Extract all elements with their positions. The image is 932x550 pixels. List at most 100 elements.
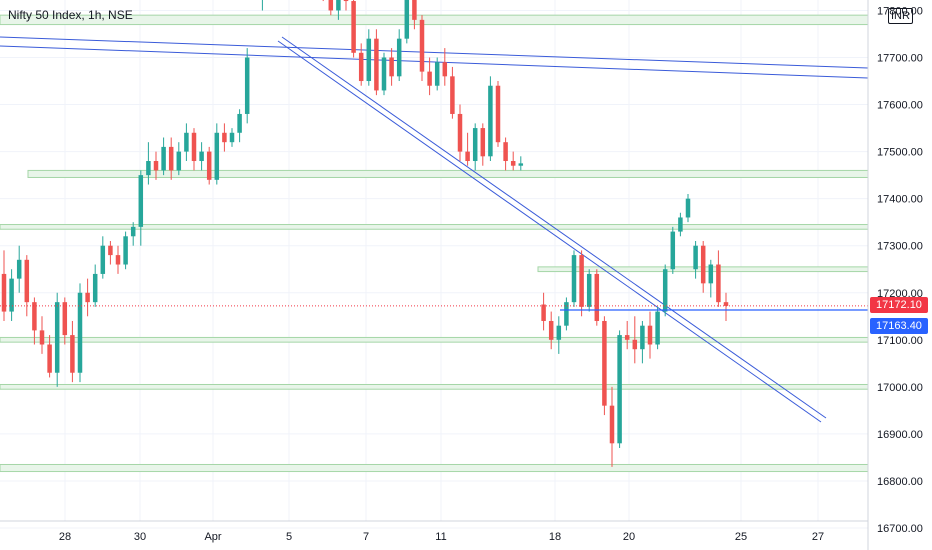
- candle: [77, 283, 83, 383]
- candle-body: [351, 1, 356, 53]
- price-zone[interactable]: [0, 224, 869, 230]
- candle: [655, 306, 660, 350]
- trendlines[interactable]: [0, 36, 869, 423]
- candle: [624, 320, 630, 350]
- price-zone[interactable]: [0, 463, 869, 473]
- candle-body: [412, 0, 417, 20]
- candle-body: [495, 85, 501, 143]
- currency-badge[interactable]: INR: [888, 8, 913, 24]
- candle: [123, 231, 128, 270]
- price-zone[interactable]: [0, 336, 869, 343]
- candle-body: [472, 128, 478, 162]
- candle-body: [343, 0, 349, 2]
- candle-body: [336, 0, 341, 11]
- candle-body: [594, 273, 600, 321]
- candle: [32, 297, 37, 345]
- candle-body: [419, 19, 425, 72]
- candle: [138, 170, 144, 246]
- candle-body: [184, 132, 189, 152]
- candle-body: [9, 278, 14, 312]
- x-tick-label: 11: [435, 531, 446, 543]
- candle-body: [662, 269, 668, 312]
- candle: [100, 236, 106, 279]
- candle-body: [146, 161, 151, 176]
- candle: [146, 142, 151, 185]
- candle: [39, 316, 45, 354]
- candle: [1, 250, 7, 321]
- candle: [632, 316, 638, 364]
- candle: [609, 386, 615, 467]
- candle: [351, 0, 356, 58]
- x-tick-label: Apr: [204, 531, 221, 543]
- x-tick-label: 20: [623, 531, 635, 543]
- candle-body: [366, 38, 372, 82]
- candle-body: [541, 304, 546, 321]
- candle-body: [457, 113, 463, 152]
- candle-body: [138, 175, 144, 227]
- candle-body: [100, 245, 106, 274]
- support-resistance-zones: [0, 14, 869, 473]
- candle-body: [32, 302, 37, 331]
- candle-body: [115, 255, 121, 265]
- candle: [404, 0, 410, 44]
- candle: [427, 57, 432, 96]
- candle: [24, 255, 30, 317]
- candle-body: [465, 151, 470, 162]
- candle: [434, 57, 440, 91]
- candle-body: [222, 132, 227, 143]
- candle: [244, 48, 250, 124]
- candle-body: [161, 146, 166, 171]
- candle-body: [404, 0, 410, 39]
- candle: [336, 0, 341, 20]
- x-tick-label: 28: [59, 531, 71, 543]
- candle: [343, 0, 349, 11]
- candle: [237, 109, 242, 143]
- candle-body: [556, 325, 562, 340]
- candle: [396, 29, 402, 82]
- candle: [70, 320, 75, 383]
- candle: [62, 297, 68, 345]
- candle: [206, 146, 212, 185]
- descending-trendline-lower[interactable]: [277, 40, 822, 423]
- resistance-trendline-upper[interactable]: [0, 36, 869, 69]
- chart-title: Nifty 50 Index, 1h, NSE: [8, 8, 133, 22]
- candle: [85, 278, 90, 317]
- candle: [92, 264, 98, 307]
- y-tick-label: 17700.00: [877, 53, 923, 65]
- candle: [647, 311, 653, 359]
- candle-body: [647, 325, 653, 345]
- candle-body: [92, 273, 98, 303]
- y-tick-label: 17100.00: [877, 335, 923, 347]
- resistance-trendline-lower[interactable]: [0, 45, 869, 79]
- candle: [412, 0, 417, 30]
- candle: [199, 142, 204, 171]
- y-tick-label: 17300.00: [877, 241, 923, 253]
- candle-body: [609, 405, 615, 444]
- price-zone[interactable]: [0, 383, 869, 390]
- candle: [541, 292, 546, 331]
- x-tick-label: 27: [812, 531, 824, 543]
- candle: [556, 316, 562, 354]
- candle-body: [328, 0, 334, 11]
- candle-body: [206, 151, 212, 180]
- candle: [108, 240, 113, 265]
- candle-body: [153, 161, 159, 171]
- candle-body: [602, 320, 607, 406]
- candle-body: [571, 255, 577, 303]
- x-axis-ticks: 28 30 Apr 5 7 11 18 20 25 27: [59, 531, 824, 543]
- descending-trendline-upper[interactable]: [281, 36, 827, 419]
- candle: [328, 0, 334, 16]
- price-zone[interactable]: [27, 169, 869, 178]
- candle: [678, 212, 683, 237]
- candle: [374, 29, 379, 96]
- candle-body: [586, 273, 592, 307]
- candle: [685, 193, 691, 223]
- candle: [723, 292, 729, 321]
- candle-body: [130, 226, 136, 237]
- candle-body: [168, 146, 174, 171]
- candle-body: [108, 245, 113, 256]
- y-tick-label: 17600.00: [877, 100, 923, 112]
- candle: [214, 123, 220, 185]
- last-price-badge: 17172.10: [870, 296, 928, 313]
